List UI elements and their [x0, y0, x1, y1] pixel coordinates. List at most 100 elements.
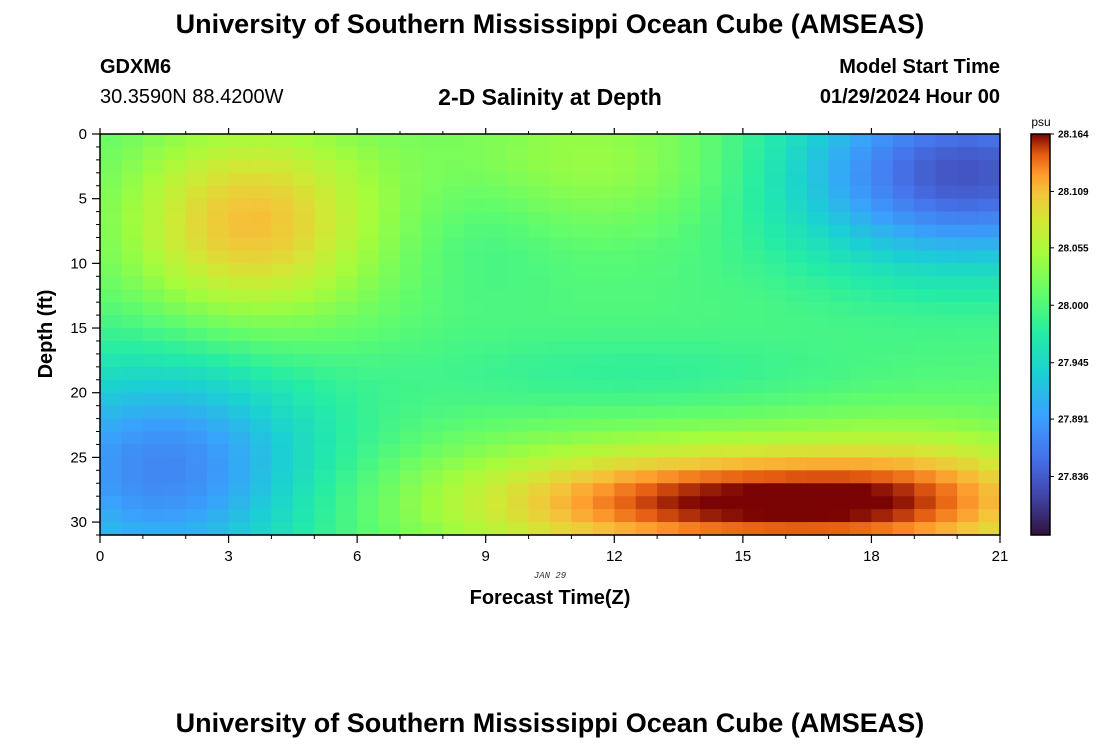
heatmap-cell — [228, 353, 251, 368]
heatmap-cell — [828, 315, 851, 329]
heatmap-cell — [592, 198, 615, 213]
heatmap-cell — [571, 353, 594, 368]
heatmap-cell — [228, 522, 251, 536]
heatmap-cell — [871, 366, 894, 381]
station-coordinates: 30.3590N 88.4200W — [100, 86, 284, 108]
heatmap-cell — [314, 198, 337, 213]
heatmap-cell — [935, 379, 958, 394]
heatmap-cell — [121, 315, 144, 329]
heatmap-cell — [228, 302, 251, 316]
x-axis: 0 3 6 9 12 15 18 21 — [96, 128, 1008, 565]
heatmap-cell — [957, 159, 980, 174]
heatmap-cell — [207, 496, 230, 510]
heatmap-cell — [207, 302, 230, 316]
heatmap-cell — [892, 431, 915, 446]
heatmap-cell — [635, 328, 658, 342]
heatmap-cell — [164, 470, 187, 484]
heatmap-cell — [464, 289, 487, 303]
heatmap-cell — [850, 146, 873, 161]
heatmap-cell — [121, 172, 144, 187]
heatmap-cell — [100, 431, 123, 446]
heatmap-cell — [228, 328, 251, 342]
heatmap-cell — [271, 457, 294, 471]
heatmap-cell — [871, 328, 894, 342]
heatmap-cell — [978, 340, 1001, 355]
heatmap-cell — [678, 211, 701, 226]
heatmap-cell — [871, 198, 894, 213]
heatmap-cell — [850, 509, 873, 523]
heatmap-cell — [507, 198, 530, 213]
heatmap-cell — [614, 470, 637, 484]
heatmap-cell — [678, 159, 701, 174]
heatmap-cell — [935, 328, 958, 342]
heatmap-cell — [721, 250, 744, 264]
heatmap-cell — [142, 302, 165, 316]
heatmap-cell — [164, 509, 187, 523]
heatmap-cell — [828, 276, 851, 290]
heatmap-cell — [357, 159, 380, 174]
heatmap-cell — [335, 134, 358, 148]
heatmap-cell — [335, 263, 358, 277]
heatmap-cell — [850, 237, 873, 252]
heatmap-cell — [507, 172, 530, 187]
heatmap-cell — [400, 470, 423, 484]
heatmap-cell — [357, 211, 380, 226]
heatmap-cell — [250, 444, 273, 458]
x-tick-label: 6 — [353, 548, 361, 565]
heatmap-cell — [421, 470, 444, 484]
heatmap-cell — [485, 198, 508, 213]
heatmap-cell — [121, 470, 144, 484]
heatmap-cell — [121, 418, 144, 433]
heatmap-cell — [807, 289, 830, 303]
colorbar-tick-label: 27.891 — [1058, 415, 1089, 426]
heatmap-cell — [678, 418, 701, 433]
heatmap-cell — [507, 250, 530, 264]
heatmap-cell — [400, 405, 423, 420]
heatmap-cell — [442, 276, 465, 290]
heatmap-cell — [807, 340, 830, 355]
heatmap-cell — [142, 211, 165, 226]
heatmap-cell — [550, 353, 573, 368]
heatmap-cell — [700, 340, 723, 355]
colorbar-gradient — [1030, 133, 1051, 536]
heatmap-cell — [892, 405, 915, 420]
heatmap-cell — [592, 302, 615, 316]
heatmap-cell — [142, 146, 165, 161]
heatmap-cell — [335, 340, 358, 355]
heatmap-cell — [978, 211, 1001, 226]
heatmap-cell — [228, 340, 251, 355]
heatmap-cell — [914, 185, 937, 200]
heatmap-cell — [228, 496, 251, 510]
heatmap-cell — [742, 211, 765, 226]
heatmap-cell — [764, 185, 787, 200]
heatmap-cell — [185, 224, 208, 239]
heatmap-cell — [957, 211, 980, 226]
heatmap-cell — [485, 172, 508, 187]
heatmap-cell — [207, 431, 230, 446]
heatmap-cell — [850, 159, 873, 174]
heatmap-cell — [850, 198, 873, 213]
heatmap-cell — [850, 224, 873, 239]
heatmap-cell — [657, 509, 680, 523]
heatmap-cell — [700, 276, 723, 290]
heatmap-cell — [271, 444, 294, 458]
heatmap-cell — [142, 289, 165, 303]
heatmap-cell — [700, 315, 723, 329]
heatmap-cell — [700, 379, 723, 394]
heatmap-cell — [421, 172, 444, 187]
heatmap-cell — [657, 276, 680, 290]
heatmap-cell — [464, 134, 487, 148]
heatmap-cell — [292, 457, 315, 471]
heatmap-cell — [764, 159, 787, 174]
heatmap-cell — [721, 211, 744, 226]
heatmap-cell — [785, 134, 808, 148]
heatmap-cell — [528, 289, 551, 303]
heatmap-cell — [871, 146, 894, 161]
heatmap-cell — [635, 289, 658, 303]
heatmap-cell — [292, 185, 315, 200]
heatmap-cell — [807, 146, 830, 161]
heatmap-cell — [421, 340, 444, 355]
heatmap-cell — [207, 289, 230, 303]
heatmap-cell — [871, 522, 894, 536]
heatmap-cell — [978, 315, 1001, 329]
